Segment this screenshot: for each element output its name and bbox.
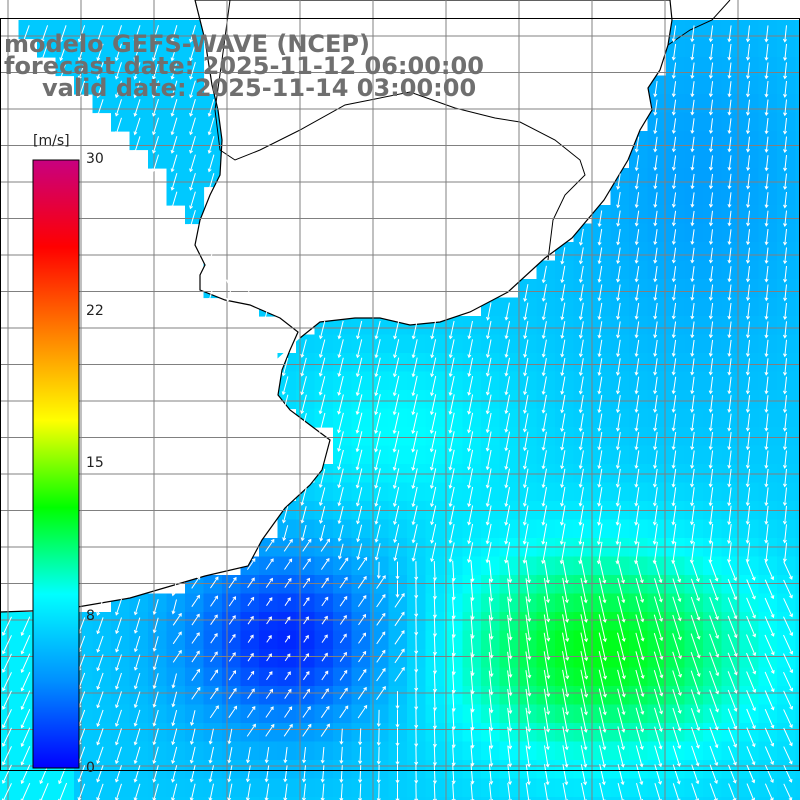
forecast-date-label: forecast date: 2025-11-12 06:00:00 xyxy=(4,52,484,80)
colorbar-tick-15: 15 xyxy=(86,455,104,471)
colorbar-tick-8: 8 xyxy=(86,608,95,624)
colorbar-tick-30: 30 xyxy=(86,151,104,167)
model-title: modelo GEFS-WAVE (NCEP) xyxy=(4,30,370,58)
colorbar-unit-label: [m/s] xyxy=(33,133,70,149)
valid-date-label: valid date: 2025-11-14 03:00:00 xyxy=(42,74,477,102)
colorbar-tick-0: 0 xyxy=(86,760,95,776)
wind-vectors xyxy=(2,25,794,800)
colorbar-tick-22: 22 xyxy=(86,303,104,319)
land-area xyxy=(0,0,672,612)
colorbar xyxy=(32,159,80,769)
state-border xyxy=(214,0,586,261)
wind-speed-field xyxy=(0,20,800,800)
coast-ne xyxy=(667,0,731,46)
